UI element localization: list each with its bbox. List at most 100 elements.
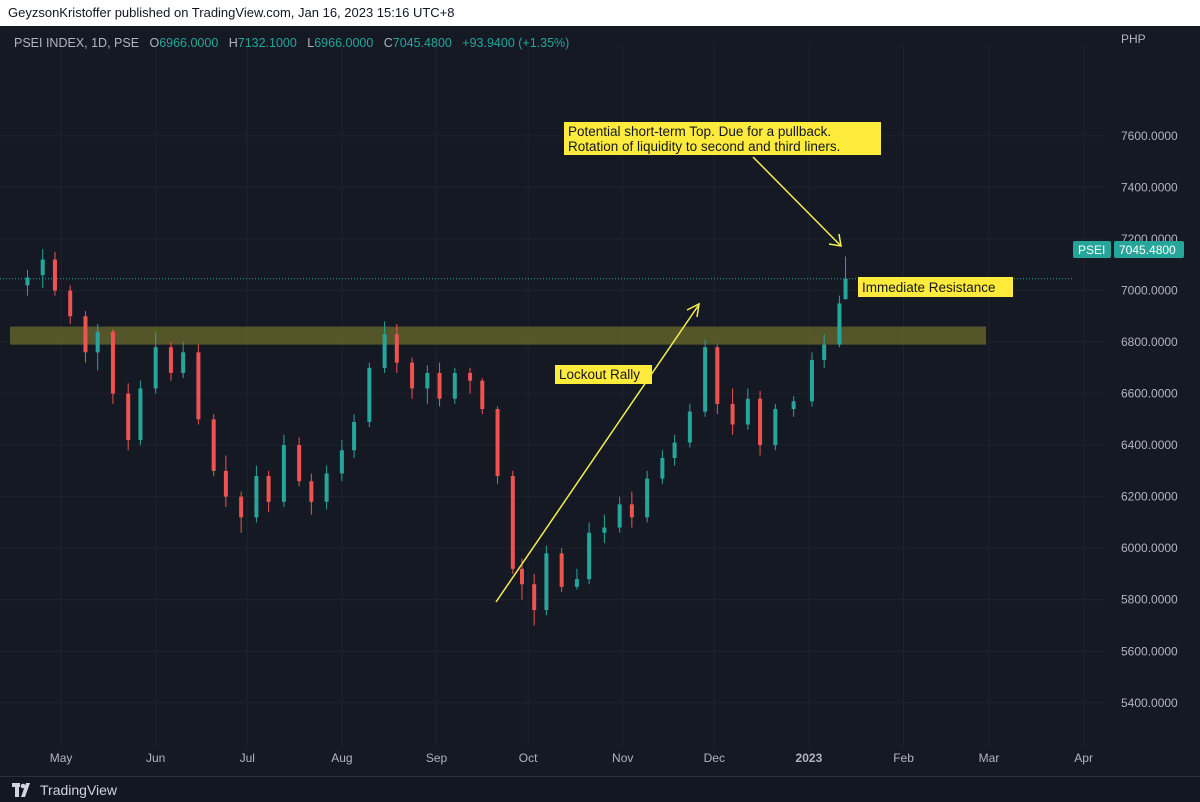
top-note: Potential short-term Top. Due for a pull… (564, 122, 881, 155)
candle (281, 434, 286, 507)
y-tick-label: 6600.0000 (1121, 387, 1178, 401)
published-banner: GeyzsonKristoffer published on TradingVi… (0, 0, 1200, 26)
chart-area[interactable]: 7600.0000 7400.0000 7200.0000 7000.0000 6800… (0, 26, 1200, 776)
candle (309, 473, 314, 515)
close-value: 7045.4800 (392, 36, 452, 50)
candle (544, 545, 549, 616)
x-axis: May Jun Jul Aug Sep Oct Nov Dec 2023 Feb Mar Apr (50, 751, 1093, 765)
candle (297, 437, 302, 487)
y-tick-label: 6000.0000 (1121, 541, 1178, 555)
lockout-label: Lockout Rally (559, 367, 640, 382)
close-label: C (383, 36, 393, 50)
candle (211, 414, 216, 477)
candle (645, 470, 650, 523)
resistance-note: Immediate Resistance (858, 277, 1013, 297)
candle (602, 514, 607, 544)
candle (495, 406, 500, 484)
price-tag: PSEI 7045.4800 (1073, 241, 1184, 258)
footer-brand[interactable]: TradingView (40, 781, 118, 798)
x-tick-label: 2023 (796, 751, 823, 765)
candle (758, 391, 763, 456)
price-tag-value: 7045.4800 (1119, 243, 1176, 257)
open-label: O (149, 36, 160, 50)
grid-lines (0, 46, 1105, 746)
candle (196, 344, 201, 425)
top-arrow (752, 156, 842, 247)
candle (468, 367, 473, 394)
change-value: +93.9400 (+1.35%) (462, 36, 570, 50)
low-label: L (307, 36, 315, 50)
candle (452, 367, 457, 404)
high-value: 7132.1000 (237, 36, 297, 50)
y-tick-label: 7000.0000 (1121, 284, 1178, 298)
x-tick-label: Sep (426, 751, 448, 765)
candle (126, 383, 131, 451)
symbol-info: PSEI INDEX, 1D, PSE O6966.0000 H7132.100… (14, 36, 569, 50)
symbol-name: PSEI INDEX, 1D, PSE (14, 36, 140, 50)
candle (40, 249, 45, 288)
candle (168, 342, 173, 381)
candle (519, 558, 524, 600)
x-tick-label: Oct (519, 751, 538, 765)
candle (773, 403, 778, 451)
open-value: 6966.0000 (159, 36, 219, 50)
candle (352, 414, 357, 458)
candlestick-chart[interactable]: 7600.00007400.00007200.00007000.00006800… (0, 26, 1200, 776)
x-tick-label: Dec (704, 751, 725, 765)
candles (25, 249, 848, 626)
published-line: GeyzsonKristoffer published on TradingVi… (8, 5, 455, 20)
y-tick-label: 5800.0000 (1121, 593, 1178, 607)
x-tick-label: Mar (979, 751, 1000, 765)
x-tick-label: May (50, 751, 73, 765)
candle (425, 365, 430, 404)
y-tick-label: 6800.0000 (1121, 335, 1178, 349)
x-tick-label: Feb (893, 751, 914, 765)
resistance-zone (10, 326, 986, 345)
candle (687, 403, 692, 448)
candle (559, 548, 564, 592)
y-tick-label: 5400.0000 (1121, 696, 1178, 710)
resistance-label: Immediate Resistance (862, 280, 996, 295)
candle (480, 378, 485, 415)
x-tick-label: Apr (1074, 751, 1093, 765)
candle (52, 251, 57, 296)
candle (837, 295, 842, 348)
candle (587, 522, 592, 585)
low-value: 6966.0000 (314, 36, 374, 50)
candle (745, 388, 750, 430)
x-tick-label: Jul (240, 751, 255, 765)
lockout-note: Lockout Rally (555, 365, 652, 384)
high-label: H (228, 36, 238, 50)
y-tick-label: 6200.0000 (1121, 490, 1178, 504)
y-tick-label: 7400.0000 (1121, 180, 1178, 194)
candle (715, 344, 720, 415)
x-tick-label: Nov (612, 751, 633, 765)
candle (672, 434, 677, 466)
candle (382, 321, 387, 373)
candle (181, 342, 186, 379)
tradingview-logo-icon[interactable] (12, 782, 34, 797)
candle (239, 491, 244, 533)
candle (617, 496, 622, 533)
candle (660, 450, 665, 484)
candle (223, 455, 228, 507)
candle (532, 573, 537, 626)
candle (83, 311, 88, 363)
candle (68, 285, 73, 324)
candle (266, 470, 271, 513)
candle (410, 357, 415, 399)
candle (791, 396, 796, 417)
y-axis: 7600.00007400.00007200.00007000.00006800… (1121, 129, 1178, 710)
y-tick-label: 5600.0000 (1121, 644, 1178, 658)
candle (110, 329, 115, 404)
top-note-line1: Potential short-term Top. Due for a pull… (568, 124, 831, 139)
candle (510, 470, 515, 574)
candle (339, 439, 344, 482)
candle (437, 362, 442, 407)
x-tick-label: Jun (146, 751, 165, 765)
candle (324, 465, 329, 510)
candle (153, 331, 158, 394)
candle (574, 568, 579, 590)
candle (809, 352, 814, 407)
candle (629, 491, 634, 528)
